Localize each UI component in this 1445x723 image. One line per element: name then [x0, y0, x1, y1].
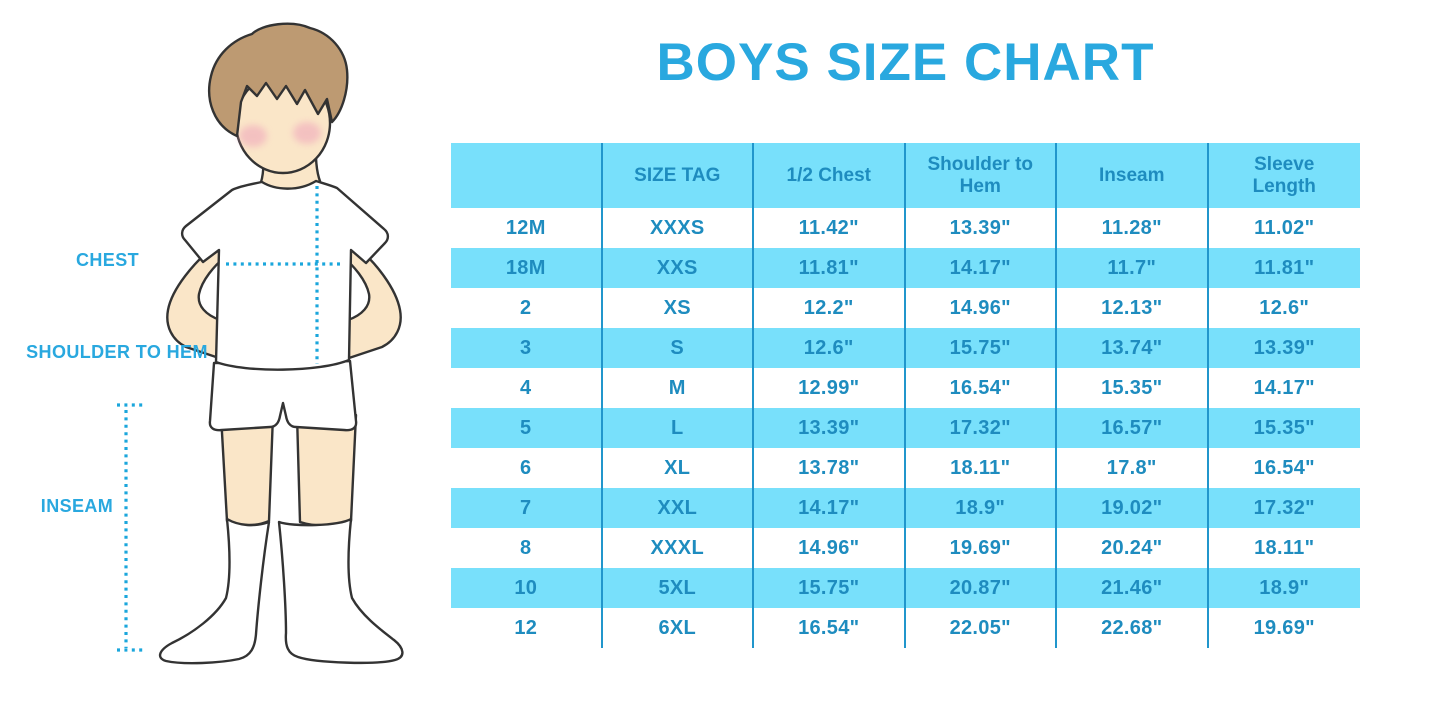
table-cell: 11.42": [754, 208, 906, 248]
table-cell: 16.57": [1057, 408, 1209, 448]
table-cell: 18.11": [906, 448, 1057, 488]
table-cell: 21.46": [1057, 568, 1209, 608]
table-cell: 14.96": [754, 528, 906, 568]
table-row: 12 6XL 16.54" 22.05" 22.68" 19.69": [451, 608, 1360, 648]
table-cell: XXXS: [603, 208, 754, 248]
table-cell: 16.54": [754, 608, 906, 648]
table-row: 5 L 13.39" 17.32" 16.57" 15.35": [451, 408, 1360, 448]
table-cell: 12.2": [754, 288, 906, 328]
table-cell: 13.39": [1253, 336, 1315, 359]
table-cell: 12.99": [754, 368, 906, 408]
table-cell: 5: [451, 408, 603, 448]
table-cell: 14.96": [906, 288, 1057, 328]
table-cell: S: [603, 328, 754, 368]
table-cell: 3: [451, 328, 603, 368]
table-cell: 12.6": [1259, 296, 1310, 319]
table-cell: 15.35": [1253, 416, 1315, 439]
table-row: 12M XXXS 11.42" 13.39" 11.28" 11.02": [451, 208, 1360, 248]
table-cell: 2: [451, 288, 603, 328]
size-table-header-row: SIZE TAG 1/2 Chest Shoulder to Hem Inseam Sl…: [451, 143, 1360, 208]
table-cell: 11.02": [1254, 216, 1315, 239]
header-cell: Inseam: [1057, 143, 1209, 208]
measurement-guide-lines: [117, 186, 343, 652]
table-row: 7 XXL 14.17" 18.9" 19.02" 17.32": [451, 488, 1360, 528]
table-cell: L: [603, 408, 754, 448]
table-cell: 11.81": [1254, 256, 1315, 279]
table-cell: 14.17": [1253, 376, 1315, 399]
table-cell: 15.35": [1057, 368, 1209, 408]
table-cell: 5XL: [603, 568, 754, 608]
measurement-figure: CHEST SHOULDER TO HEM INSEAM: [0, 0, 450, 723]
table-cell: 12.6": [754, 328, 906, 368]
table-row: 10 5XL 15.75" 20.87" 21.46" 18.9": [451, 568, 1360, 608]
table-row: 6 XL 13.78" 18.11" 17.8" 16.54": [451, 448, 1360, 488]
table-cell: M: [603, 368, 754, 408]
inseam-label: INSEAM: [40, 496, 114, 516]
table-cell: 7: [451, 488, 603, 528]
table-cell: 16.54": [906, 368, 1057, 408]
size-table: SIZE TAG 1/2 Chest Shoulder to Hem Inseam Sl…: [451, 143, 1360, 648]
header-cell: SIZE TAG: [603, 143, 754, 208]
table-cell: 13.39": [754, 408, 906, 448]
table-row: 18M XXS 11.81" 14.17" 11.7" 11.81": [451, 248, 1360, 288]
table-cell: 18.9": [1259, 576, 1310, 599]
table-row: 8 XXXL 14.96" 19.69" 20.24" 18.11": [451, 528, 1360, 568]
table-cell: 18M: [451, 248, 603, 288]
table-cell: 11.28": [1057, 208, 1209, 248]
boy-illustration: [117, 22, 404, 665]
header-cell: Shoulder to Hem: [906, 143, 1057, 208]
table-cell: XXXL: [603, 528, 754, 568]
table-cell: 12M: [451, 208, 603, 248]
table-cell: 17.32": [906, 408, 1057, 448]
table-cell: XXS: [603, 248, 754, 288]
table-cell: 14.17": [906, 248, 1057, 288]
table-cell: 20.24": [1057, 528, 1209, 568]
table-cell: 19.69": [906, 528, 1057, 568]
table-cell: 15.75": [754, 568, 906, 608]
table-cell: 19.02": [1057, 488, 1209, 528]
table-row: 4 M 12.99" 16.54" 15.35" 14.17": [451, 368, 1360, 408]
table-cell: XL: [603, 448, 754, 488]
shoulder-to-hem-label: SHOULDER TO HEM: [26, 342, 208, 362]
table-cell: 22.68": [1057, 608, 1209, 648]
table-cell: 17.32": [1253, 496, 1315, 519]
table-cell: 15.75": [906, 328, 1057, 368]
table-cell: 14.17": [754, 488, 906, 528]
table-cell: 19.69": [1253, 616, 1315, 639]
table-cell: 22.05": [906, 608, 1057, 648]
table-row: 3 S 12.6" 15.75" 13.74" 13.39": [451, 328, 1360, 368]
table-cell: 12.13": [1057, 288, 1209, 328]
table-cell: 12: [451, 608, 603, 648]
table-cell: 13.78": [754, 448, 906, 488]
table-cell: 17.8": [1057, 448, 1209, 488]
size-table-body: 12M XXXS 11.42" 13.39" 11.28" 11.02" 18M XXS 11.…: [451, 208, 1360, 648]
table-cell: 18.11": [1254, 536, 1315, 559]
table-cell: 6: [451, 448, 603, 488]
page-title: BOYS SIZE CHART: [656, 33, 1155, 92]
chest-label: CHEST: [75, 250, 139, 270]
table-cell: 8: [451, 528, 603, 568]
table-cell: XXL: [603, 488, 754, 528]
table-cell: 20.87": [906, 568, 1057, 608]
header-cell: Sleeve Length: [1252, 154, 1316, 197]
table-cell: 13.39": [906, 208, 1057, 248]
header-cell: 1/2 Chest: [754, 143, 906, 208]
table-cell: 18.9": [906, 488, 1057, 528]
table-cell: 6XL: [603, 608, 754, 648]
table-cell: XS: [603, 288, 754, 328]
table-row: 2 XS 12.2" 14.96" 12.13" 12.6": [451, 288, 1360, 328]
table-cell: 10: [451, 568, 603, 608]
table-cell: 11.81": [754, 248, 906, 288]
table-cell: 11.7": [1057, 248, 1209, 288]
table-cell: 4: [451, 368, 603, 408]
table-cell: 13.74": [1057, 328, 1209, 368]
table-cell: 16.54": [1253, 456, 1315, 479]
header-cell: [451, 143, 603, 208]
